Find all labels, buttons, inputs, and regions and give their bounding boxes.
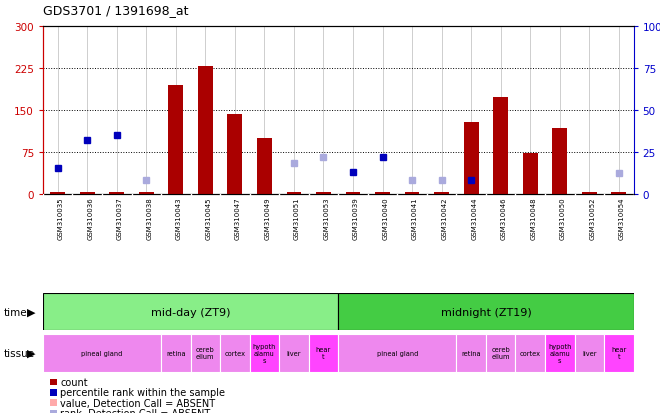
Text: retina: retina [461, 350, 481, 356]
Text: midnight (ZT19): midnight (ZT19) [441, 307, 531, 317]
Bar [611, 192, 626, 194]
Text: GDS3701 / 1391698_at: GDS3701 / 1391698_at [43, 4, 188, 17]
Text: cereb
ellum: cereb ellum [196, 347, 214, 360]
Text: ▶: ▶ [28, 348, 36, 358]
Text: GSM310041: GSM310041 [412, 197, 418, 240]
Bar [168, 85, 183, 194]
Bar [228, 114, 242, 194]
Text: GSM310051: GSM310051 [294, 197, 300, 240]
Bar [493, 98, 508, 194]
Text: GSM310047: GSM310047 [235, 197, 241, 240]
Text: ▶: ▶ [28, 307, 36, 317]
Text: rank, Detection Call = ABSENT: rank, Detection Call = ABSENT [60, 408, 211, 413]
Text: GSM310040: GSM310040 [383, 197, 389, 240]
Bar [523, 154, 538, 194]
Text: GSM310037: GSM310037 [117, 197, 123, 240]
Bar [346, 192, 360, 194]
Text: mid-day (ZT9): mid-day (ZT9) [151, 307, 230, 317]
Text: GSM310046: GSM310046 [501, 197, 507, 240]
Bar [43, 293, 338, 330]
Bar [80, 192, 94, 194]
Text: percentile rank within the sample: percentile rank within the sample [60, 387, 225, 397]
Text: GSM310044: GSM310044 [471, 197, 477, 239]
Text: tissue: tissue [3, 348, 34, 358]
Text: liver: liver [582, 350, 597, 356]
Bar [464, 123, 478, 194]
Bar [286, 192, 302, 194]
Text: GSM310036: GSM310036 [87, 197, 93, 240]
Bar [257, 138, 272, 194]
Text: GSM310039: GSM310039 [353, 197, 359, 240]
Text: GSM310052: GSM310052 [589, 197, 595, 239]
Bar [316, 192, 331, 194]
Text: cortex: cortex [519, 350, 541, 356]
Text: hear
t: hear t [611, 347, 626, 360]
Bar [552, 128, 567, 194]
Bar [604, 335, 634, 372]
Bar [198, 67, 213, 194]
Bar [457, 335, 486, 372]
Text: hypoth
alamu
s: hypoth alamu s [548, 343, 572, 363]
Text: GSM310038: GSM310038 [147, 197, 152, 240]
Bar [139, 192, 154, 194]
Bar [249, 335, 279, 372]
Text: cortex: cortex [224, 350, 246, 356]
Text: time: time [3, 307, 27, 317]
Bar [515, 335, 545, 372]
Bar [338, 293, 634, 330]
Text: retina: retina [166, 350, 185, 356]
Bar [486, 335, 515, 372]
Bar [575, 335, 604, 372]
Bar [545, 335, 575, 372]
Bar [50, 192, 65, 194]
Text: pineal gland: pineal gland [81, 350, 123, 356]
Text: count: count [60, 377, 88, 387]
Text: pineal gland: pineal gland [377, 350, 418, 356]
Bar [309, 335, 339, 372]
Bar [110, 192, 124, 194]
Text: GSM310045: GSM310045 [205, 197, 211, 239]
Text: GSM310035: GSM310035 [57, 197, 63, 240]
Bar [582, 192, 597, 194]
Text: GSM310048: GSM310048 [530, 197, 536, 240]
Text: hypoth
alamu
s: hypoth alamu s [253, 343, 276, 363]
Bar [161, 335, 191, 372]
Text: GSM310043: GSM310043 [176, 197, 182, 240]
Bar [191, 335, 220, 372]
Text: cereb
ellum: cereb ellum [491, 347, 510, 360]
Bar [220, 335, 249, 372]
Text: GSM310050: GSM310050 [560, 197, 566, 240]
Bar [405, 192, 420, 194]
Text: liver: liver [286, 350, 301, 356]
Text: value, Detection Call = ABSENT: value, Detection Call = ABSENT [60, 398, 215, 408]
Bar [338, 335, 457, 372]
Text: GSM310049: GSM310049 [265, 197, 271, 240]
Text: GSM310054: GSM310054 [619, 197, 625, 239]
Bar [43, 335, 161, 372]
Bar [434, 192, 449, 194]
Text: hear
t: hear t [316, 347, 331, 360]
Bar [279, 335, 309, 372]
Text: GSM310042: GSM310042 [442, 197, 447, 239]
Bar [375, 192, 390, 194]
Text: GSM310053: GSM310053 [323, 197, 329, 240]
